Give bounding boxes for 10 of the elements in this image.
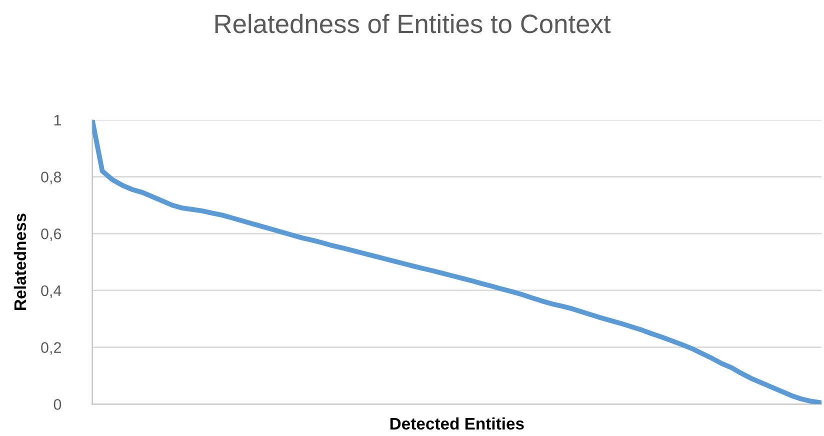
y-tick-label: 0,8 xyxy=(41,172,62,184)
y-axis-title: Relatedness xyxy=(14,214,26,310)
y-tick-label: 0,4 xyxy=(41,285,62,298)
y-tick-label: 0 xyxy=(54,399,62,410)
y-tick-label: 1 xyxy=(54,114,61,126)
chart-title: Relatedness of Entities to Context xyxy=(215,14,611,34)
y-tick-label: 0,6 xyxy=(41,228,62,242)
x-axis-title: Detected Entities xyxy=(390,417,524,430)
line-series xyxy=(92,120,822,404)
y-tick-label: 0,2 xyxy=(41,342,61,355)
